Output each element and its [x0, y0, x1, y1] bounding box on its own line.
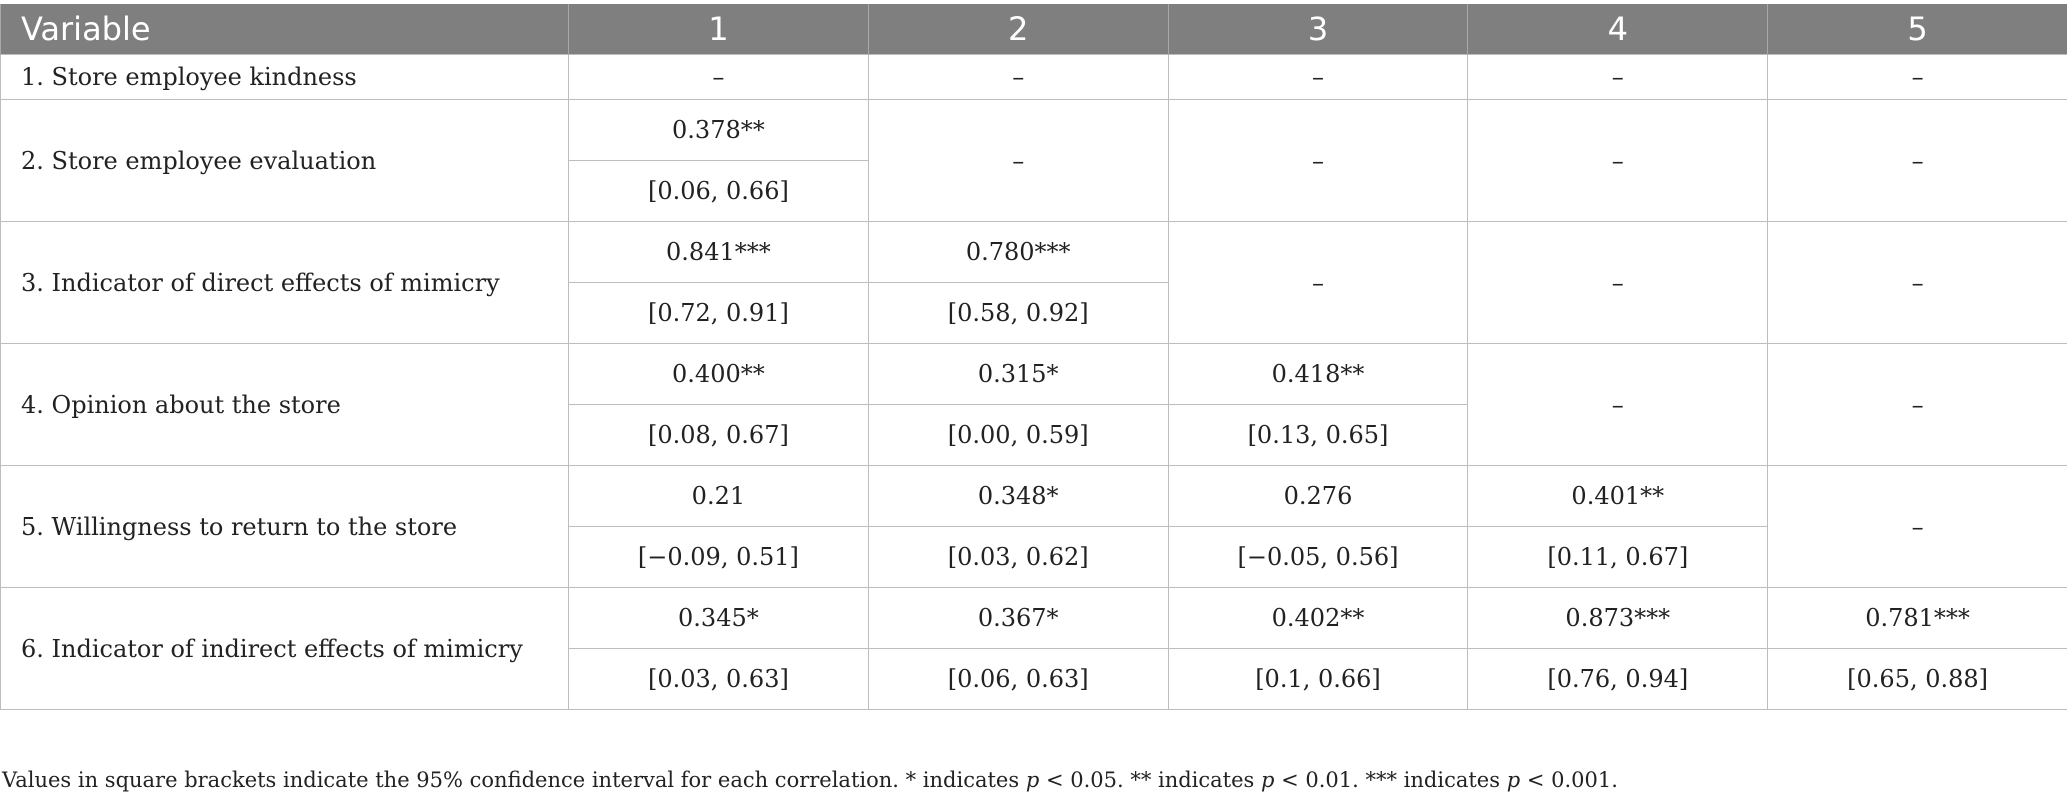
ci-cell: [0.00, 0.59]	[867, 404, 1169, 466]
correlation-cell: 0.841***	[568, 221, 869, 283]
table-row-ci: [−0.09, 0.51] [0.03, 0.62] [−0.05, 0.56]…	[1, 526, 2067, 588]
correlation-cell: 0.781***	[1767, 587, 2067, 649]
correlation-cell: 0.367*	[867, 587, 1169, 649]
ci-cell: [0.06, 0.63]	[867, 648, 1169, 710]
correlation-table-wrapper: Variable 1 2 3 4 5 1. Store employee kin…	[0, 4, 2067, 710]
ci-cell: [0.1, 0.66]	[1167, 648, 1469, 710]
table-footnote: Values in square brackets indicate the 9…	[2, 768, 1618, 792]
table-row: 6. Indicator of indirect effects of mimi…	[0, 587, 2067, 710]
footnote-p-3: p	[1506, 768, 1521, 792]
table-row: 1. Store employee kindness – – – – –	[0, 54, 2067, 100]
dash-cell: –	[1767, 99, 2067, 222]
dash-cell: –	[568, 54, 869, 100]
ci-cell: [0.03, 0.63]	[568, 648, 869, 710]
table-row-ci: [0.06, 0.66]	[1, 160, 2067, 222]
correlation-cell: 0.348*	[867, 465, 1169, 527]
dash-cell: –	[1767, 343, 2067, 466]
row-label: 1. Store employee kindness	[0, 54, 569, 100]
correlation-cell: 0.780***	[867, 221, 1169, 283]
footnote-text-3: < 0.01. *** indicates	[1274, 768, 1507, 792]
dash-cell: –	[1467, 343, 1769, 466]
correlation-cell: 0.345*	[568, 587, 869, 649]
correlation-cell: 0.401**	[1467, 465, 1769, 527]
row-label: 4. Opinion about the store	[0, 343, 569, 466]
table-row-ci: [0.03, 0.63] [0.06, 0.63] [0.1, 0.66] [0…	[1, 648, 2067, 710]
ci-cell: [0.08, 0.67]	[568, 404, 869, 466]
footnote-text-2: < 0.05. ** indicates	[1039, 768, 1261, 792]
correlation-cell: 0.276	[1167, 465, 1469, 527]
row-label: 5. Willingness to return to the store	[0, 465, 569, 588]
dash-cell: –	[1767, 465, 2067, 588]
header-col-4: 4	[1467, 4, 1769, 55]
dash-cell: –	[1167, 221, 1469, 344]
table-row-ci: [0.72, 0.91] [0.58, 0.92]	[1, 282, 2067, 344]
ci-cell: [0.76, 0.94]	[1467, 648, 1769, 710]
row-label: 3. Indicator of direct effects of mimicr…	[0, 221, 569, 344]
ci-cell: [0.72, 0.91]	[568, 282, 869, 344]
dash-cell: –	[1467, 99, 1769, 222]
correlation-cell: 0.400**	[568, 343, 869, 405]
correlation-cell: 0.21	[568, 465, 869, 527]
ci-cell: [0.11, 0.67]	[1467, 526, 1769, 588]
footnote-p-2: p	[1261, 768, 1275, 792]
ci-cell: [−0.09, 0.51]	[568, 526, 869, 588]
header-col-2: 2	[867, 4, 1169, 55]
footnote-text-4: < 0.001.	[1520, 768, 1618, 792]
correlation-cell: 0.315*	[867, 343, 1169, 405]
ci-cell: [0.06, 0.66]	[568, 160, 869, 222]
dash-cell: –	[1167, 99, 1469, 222]
ci-cell: [0.65, 0.88]	[1767, 648, 2067, 710]
header-col-5: 5	[1767, 4, 2067, 55]
correlation-cell: 0.378**	[568, 99, 869, 161]
dash-cell: –	[1467, 221, 1769, 344]
ci-cell: [0.03, 0.62]	[867, 526, 1169, 588]
table-row: 4. Opinion about the store 0.400** 0.315…	[0, 343, 2067, 466]
footnote-text-1: Values in square brackets indicate the 9…	[2, 768, 1026, 792]
correlation-cell: 0.873***	[1467, 587, 1769, 649]
ci-cell: [−0.05, 0.56]	[1167, 526, 1469, 588]
dash-cell: –	[1767, 54, 2067, 100]
header-variable: Variable	[0, 4, 569, 55]
dash-cell: –	[1467, 54, 1769, 100]
dash-cell: –	[867, 54, 1169, 100]
header-row: Variable 1 2 3 4 5	[0, 4, 2067, 55]
footnote-p-1: p	[1025, 768, 1040, 792]
dash-cell: –	[1767, 221, 2067, 344]
table-row: 3. Indicator of direct effects of mimicr…	[0, 221, 2067, 344]
header-col-1: 1	[568, 4, 869, 55]
dash-cell: –	[867, 99, 1169, 222]
dash-cell: –	[1167, 54, 1469, 100]
correlation-cell: 0.418**	[1167, 343, 1469, 405]
ci-cell: [0.58, 0.92]	[867, 282, 1169, 344]
correlation-table: Variable 1 2 3 4 5 1. Store employee kin…	[0, 4, 2067, 710]
correlation-cell: 0.402**	[1167, 587, 1469, 649]
row-label: 6. Indicator of indirect effects of mimi…	[0, 587, 569, 710]
table-row: 5. Willingness to return to the store 0.…	[0, 465, 2067, 588]
ci-cell: [0.13, 0.65]	[1167, 404, 1469, 466]
header-col-3: 3	[1167, 4, 1469, 55]
row-label: 2. Store employee evaluation	[0, 99, 569, 222]
table-row: 2. Store employee evaluation 0.378** – –…	[0, 99, 2067, 222]
